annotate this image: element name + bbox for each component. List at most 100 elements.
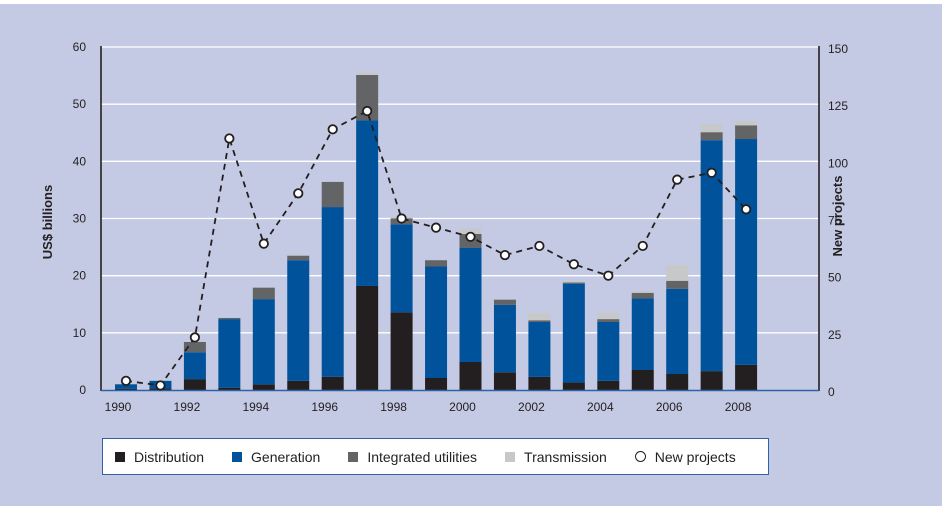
bar-transmission-2005 (631, 291, 654, 293)
bar-generation-2005 (631, 298, 654, 370)
bar-distribution-1997 (356, 285, 379, 390)
bar-generation-2002 (528, 321, 551, 377)
x-tick-label-2002: 2002 (518, 400, 545, 414)
bar-generation-1992 (183, 352, 206, 380)
x-tick-label-1990: 1990 (105, 400, 132, 414)
bar-integrated-utilities-1996 (321, 181, 344, 208)
transmission-swatch-icon (505, 451, 516, 462)
bar-distribution-2008 (735, 364, 758, 390)
bar-generation-1994 (252, 299, 275, 385)
bar-distribution-1990 (115, 388, 137, 390)
legend-item-new-projects: New projects (634, 449, 736, 465)
x-tick-label-2006: 2006 (656, 400, 683, 414)
bar-distribution-2004 (597, 380, 620, 390)
bar-integrated-utilities-2001 (493, 299, 516, 305)
bar-integrated-utilities-2005 (631, 292, 654, 299)
bar-transmission-1997 (356, 72, 379, 76)
bar-distribution-2007 (700, 371, 723, 390)
x-tick-label-1996: 1996 (311, 400, 338, 414)
bar-distribution-2000 (459, 361, 482, 390)
bar-generation-1996 (321, 207, 344, 377)
x-tick-label-2008: 2008 (725, 400, 752, 414)
bar-transmission-2000 (459, 228, 482, 234)
new-projects-point-2008 (740, 204, 752, 215)
bar-distribution-2002 (528, 376, 551, 390)
bar-distribution-1999 (425, 377, 448, 390)
new-projects-line (120, 105, 752, 391)
bar-generation-1998 (390, 224, 413, 313)
bar-generation-1997 (356, 120, 379, 286)
bar-transmission-1995 (287, 255, 310, 256)
bar-distribution-2001 (493, 372, 516, 390)
x-tick-label-1994: 1994 (242, 400, 269, 414)
new-projects-point-2007 (706, 167, 717, 178)
legend-item-distribution: Distribution (115, 449, 204, 465)
right-tick-label: 150 (828, 42, 848, 56)
legend-item-integrated-utilities: Integrated utilities (348, 449, 477, 465)
bar-transmission-2002 (528, 312, 551, 321)
new-projects-point-2000 (465, 231, 476, 242)
new-projects-point-1990 (120, 375, 132, 386)
right-tick-label: 50 (828, 271, 842, 285)
new-projects-point-2005 (637, 240, 648, 252)
left-tick-label: 50 (73, 97, 87, 111)
bar-distribution-1993 (218, 387, 241, 390)
legend-label: Generation (251, 448, 321, 465)
legend-label: Distribution (134, 448, 205, 465)
bar-distribution-1998 (390, 312, 413, 390)
bar-generation-2004 (597, 321, 620, 381)
generation-swatch-icon (232, 451, 243, 462)
left-tick-label: 0 (79, 383, 86, 397)
x-tick-label-1998: 1998 (380, 400, 407, 414)
right-axis-ticks: 0 25 50 75 100 125 150 (828, 42, 848, 399)
bar-distribution-1994 (252, 384, 275, 390)
right-tick-label: 75 (828, 214, 842, 228)
x-tick-label-2000: 2000 (449, 400, 476, 414)
x-tick-label-1992: 1992 (174, 400, 201, 414)
bar-integrated-utilities-1993 (218, 317, 241, 320)
bar-generation-1990 (115, 384, 137, 389)
new-projects-point-2002 (534, 240, 545, 252)
right-tick-label: 25 (828, 328, 842, 342)
legend: Distribution Generation Integrated utili… (102, 438, 769, 475)
bar-generation-2003 (562, 283, 585, 383)
new-projects-point-1992 (189, 332, 200, 343)
new-projects-point-1991 (155, 380, 166, 391)
x-axis-ticks: 1990 1992 1994 1996 1998 2000 2002 2004 2006 2008 (105, 400, 752, 414)
bar-integrated-utilities-1997 (356, 75, 379, 121)
bar-transmission-2008 (735, 120, 758, 126)
new-projects-point-1993 (224, 133, 235, 144)
open-circle-icon (634, 451, 646, 462)
legend-item-transmission: Transmission (505, 449, 607, 465)
right-tick-label: 125 (828, 99, 848, 113)
bar-distribution-2006 (666, 373, 689, 390)
legend-label: Transmission (524, 448, 607, 465)
left-tick-label: 10 (73, 326, 87, 340)
integrated-utilities-swatch-icon (348, 451, 359, 462)
left-axis-ticks: 0 10 20 30 40 50 60 (73, 40, 87, 397)
bar-integrated-utilities-1999 (425, 260, 448, 267)
bar-integrated-utilities-2008 (735, 125, 758, 140)
bar-generation-2007 (700, 140, 723, 372)
bar-integrated-utilities-2006 (666, 280, 689, 289)
bar-generation-2000 (459, 247, 482, 362)
bar-distribution-1996 (321, 376, 344, 390)
right-tick-label: 0 (828, 385, 835, 399)
new-projects-point-1998 (396, 213, 407, 224)
new-projects-point-1994 (258, 238, 269, 249)
bar-generation-1993 (218, 319, 241, 388)
chart-panel: 0 10 20 30 40 50 60 0 25 50 75 100 125 150 1990 1992 1… (0, 4, 942, 506)
left-tick-label: 20 (73, 269, 87, 283)
bar-transmission-2004 (597, 312, 620, 320)
bar-generation-2001 (493, 304, 516, 373)
bar-generation-1999 (425, 266, 448, 378)
bar-integrated-utilities-2004 (597, 319, 620, 322)
new-projects-point-1999 (430, 222, 442, 233)
new-projects-point-1996 (327, 124, 338, 135)
bar-generation-2006 (666, 288, 689, 374)
axes (100, 46, 820, 392)
bar-integrated-utilities-1992 (183, 341, 206, 353)
bar-distribution-1992 (183, 379, 206, 390)
left-axis-title: US$ billions (40, 185, 55, 259)
